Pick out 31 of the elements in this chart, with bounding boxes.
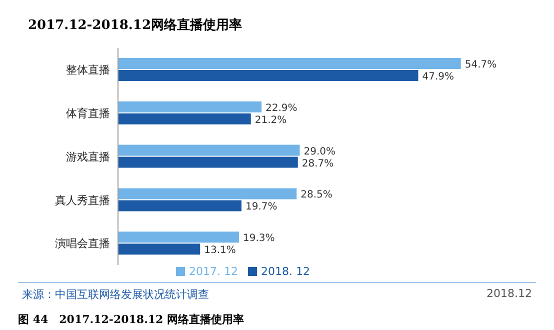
bar <box>118 244 200 255</box>
data-label: 19.3% <box>242 233 275 244</box>
data-label: 29.0% <box>304 146 336 158</box>
bar <box>118 70 418 81</box>
caption: 图 44 2017.12-2018.12 网络直播使用率 <box>17 312 246 327</box>
source-note: 来源：中国互联网络发展状况统计调查 <box>22 287 209 302</box>
y-tick-label: 体育直播 <box>66 107 110 120</box>
y-tick-label: 游戏直播 <box>66 150 110 164</box>
data-label: 13.1% <box>204 245 236 256</box>
bar <box>118 188 297 200</box>
y-tick-label: 演唱会直播 <box>55 237 110 250</box>
bar <box>118 113 251 124</box>
data-label: 19.7% <box>245 202 278 213</box>
data-label: 54.7% <box>464 60 497 70</box>
bar <box>118 232 239 243</box>
data-label: 22.9% <box>266 102 298 114</box>
data-label: 28.7% <box>302 158 334 170</box>
bar <box>118 58 461 69</box>
y-tick-label: 整体直播 <box>66 64 110 77</box>
bar <box>118 101 262 112</box>
legend-label: 2017. 12 <box>189 265 238 278</box>
text: 2018.12 <box>486 287 532 302</box>
bar <box>118 144 300 156</box>
bar <box>118 156 298 168</box>
y-tick-label: 真人秀直播 <box>55 194 110 207</box>
data-label: 21.2% <box>254 114 287 126</box>
chart-title: 2017.12-2018.12网络直播使用率 <box>27 16 243 35</box>
data-label: 47.9% <box>422 72 454 82</box>
bar <box>118 200 242 212</box>
data-label: 28.5% <box>300 190 332 201</box>
legend-label: 2018. 12 <box>261 265 310 278</box>
